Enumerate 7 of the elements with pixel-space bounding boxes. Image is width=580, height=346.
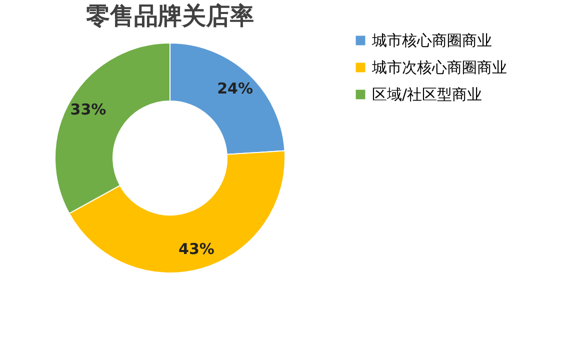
legend-label: 城市核心商圈商业 [371,32,492,50]
legend-label: 区域/社区型商业 [372,86,482,104]
data-label: 43% [178,240,214,258]
legend-label: 城市次核心商圈商业 [371,58,507,76]
data-label: 24% [217,80,253,98]
chart-title: 零售品牌关店率 [86,2,254,30]
data-label: 33% [70,100,106,119]
